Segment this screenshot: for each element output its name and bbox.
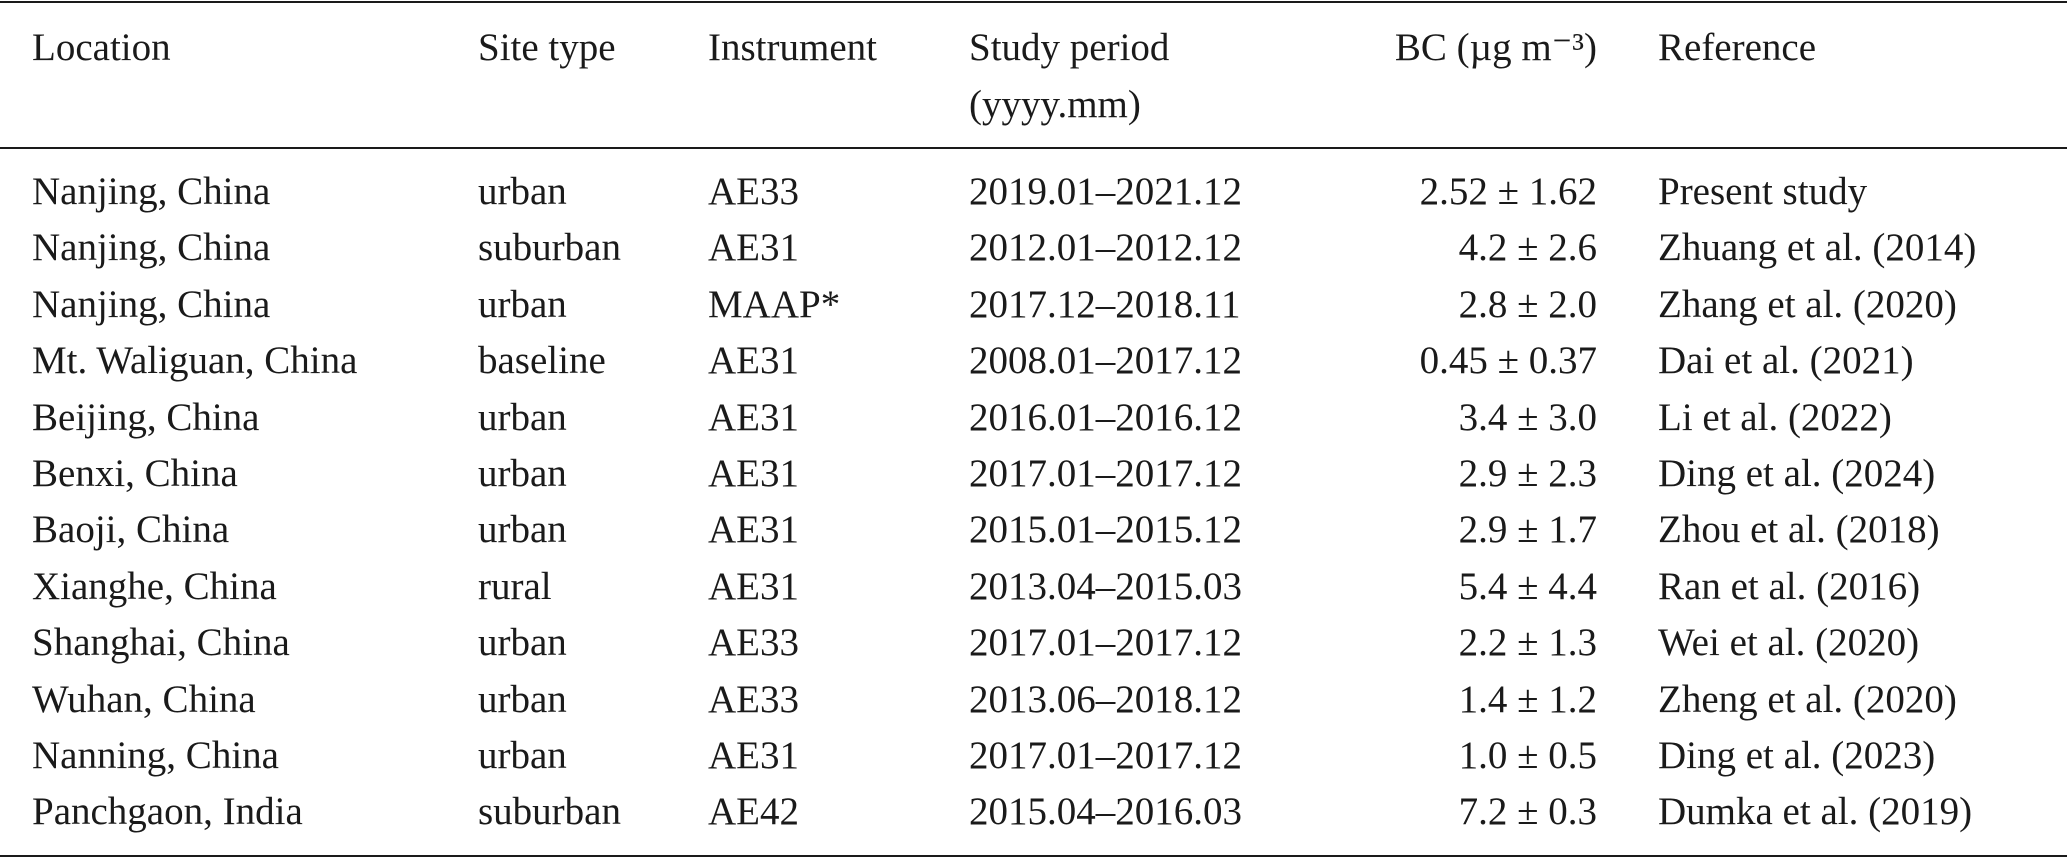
table-cell: 2017.01–2017.12 [969,452,1242,495]
table-cell: 2.52 ± 1.62 [1419,170,1597,213]
table-cell: 1.4 ± 1.2 [1458,677,1597,721]
table-cell: baseline [478,339,606,383]
table-cell: 2019.01–2021.12 [969,170,1242,213]
table-cell: 2.8 ± 2.0 [1458,282,1597,326]
table-cell: urban [478,395,567,439]
table-cell: 5.4 ± 4.4 [1458,564,1597,608]
table-cell: 2017.01–2017.12 [969,734,1242,777]
table-cell: 7.2 ± 0.3 [1458,790,1597,834]
header-cell: (yyyy.mm) [969,83,1141,126]
table-cell: Nanning, China [32,734,279,777]
table-cell: 3.4 ± 3.0 [1458,395,1597,439]
table-cell: Zhou et al. (2018) [1658,508,1940,552]
table-cell: Baoji, China [32,508,230,552]
table-cell: AE31 [708,339,799,383]
table-cell: 2017.12–2018.11 [969,282,1241,326]
table-cell: urban [478,508,567,552]
table-cell: Zhuang et al. (2014) [1658,226,1977,270]
table-cell: Dumka et al. (2019) [1658,790,1973,834]
table-cell: Li et al. (2022) [1658,395,1892,439]
table-cell: AE31 [708,452,799,495]
table-cell: MAAP* [708,282,841,326]
table-cell: Wuhan, China [32,677,256,721]
table-cell: 2008.01–2017.12 [969,339,1242,383]
table-cell: Benxi, China [32,452,238,495]
table-cell: urban [478,677,567,721]
header-cell: BC (µg m⁻³) [1394,26,1597,69]
table-cell: urban [478,734,567,777]
header-cell: Reference [1658,26,1817,69]
table-cell: 2015.01–2015.12 [969,508,1242,552]
table-cell: Wei et al. (2020) [1658,621,1920,665]
table-cell: Ding et al. (2023) [1658,734,1936,777]
table-cell: Beijing, China [32,395,260,439]
table-cell: Ran et al. (2016) [1658,564,1921,608]
bottom-rule [0,855,2067,857]
table-cell: AE33 [708,170,799,213]
table-cell: 2.9 ± 1.7 [1458,508,1597,552]
table-cell: AE31 [708,508,799,552]
header-cell: Location [32,26,171,69]
table-cell: 2013.06–2018.12 [969,677,1242,721]
top-rule [0,1,2067,3]
table-cell: Panchgaon, India [32,790,303,834]
header-cell: Site type [478,26,616,69]
header-cell: Study period [969,26,1170,69]
table-cell: Nanjing, China [32,170,271,213]
table-cell: 2015.04–2016.03 [969,790,1242,834]
table-cell: Ding et al. (2024) [1658,452,1936,495]
table-cell: urban [478,282,567,326]
table-cell: 2012.01–2012.12 [969,226,1242,270]
table-cell: Nanjing, China [32,226,271,270]
table-cell: AE33 [708,621,799,665]
table-cell: Nanjing, China [32,282,271,326]
table-cell: suburban [478,226,621,270]
header-rule [0,147,2067,149]
table-cell: urban [478,621,567,665]
table-cell: AE42 [708,790,799,834]
table-cell: Mt. Waliguan, China [32,339,358,383]
table-cell: urban [478,452,567,495]
table-cell: 2013.04–2015.03 [969,564,1242,608]
table-cell: urban [478,170,567,213]
table-cell: Zhang et al. (2020) [1658,282,1957,326]
table-cell: 0.45 ± 0.37 [1419,339,1597,383]
table-cell: Shanghai, China [32,621,290,665]
table-cell: Present study [1658,170,1868,213]
table-cell: AE33 [708,677,799,721]
table-cell: suburban [478,790,621,834]
table-cell: Dai et al. (2021) [1658,339,1914,383]
table-cell: 1.0 ± 0.5 [1458,734,1597,777]
table-cell: AE31 [708,564,799,608]
table-cell: rural [478,564,552,608]
table-cell: AE31 [708,734,799,777]
table-cell: 2.2 ± 1.3 [1458,621,1597,665]
table-cell: 2016.01–2016.12 [969,395,1242,439]
table-cell: AE31 [708,395,799,439]
table-cell: Xianghe, China [32,564,277,608]
table-cell: 4.2 ± 2.6 [1458,226,1597,270]
table-cell: AE31 [708,226,799,270]
table-cell: 2017.01–2017.12 [969,621,1242,665]
table-cell: 2.9 ± 2.3 [1458,452,1597,495]
header-cell: Instrument [708,26,877,69]
table-cell: Zheng et al. (2020) [1658,677,1957,721]
